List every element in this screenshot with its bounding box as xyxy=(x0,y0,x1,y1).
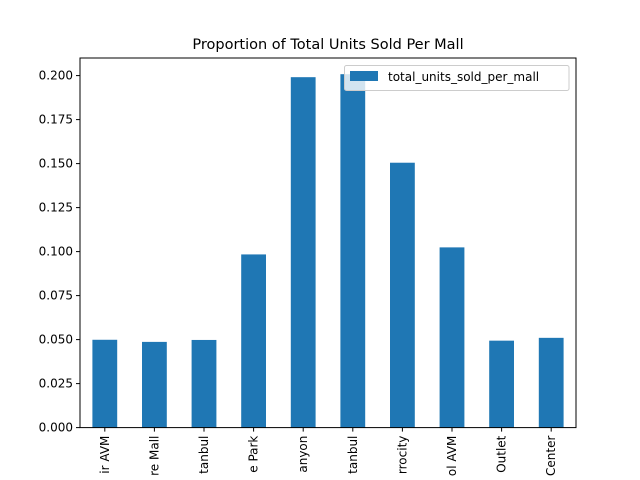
x-tick-label-6: rrocity xyxy=(395,436,409,474)
y-tick-label-5: 0.125 xyxy=(39,201,73,215)
bar-5 xyxy=(290,77,316,428)
x-tick-label-0: ir AVM xyxy=(98,436,112,474)
y-tick-label-2: 0.050 xyxy=(39,333,73,347)
legend: total_units_sold_per_mall xyxy=(344,65,570,91)
x-tick-label-7: ol AVM xyxy=(445,436,459,477)
x-tick-label-8: Outlet xyxy=(495,435,509,472)
legend-box xyxy=(344,65,570,91)
plot-frame xyxy=(79,57,577,429)
bar-6 xyxy=(340,74,366,428)
y-axis: 0.000 0.025 0.050 0.075 0.100 0.125 0.150 0.175… xyxy=(39,69,80,435)
y-tick-label-0: 0.000 xyxy=(39,421,73,435)
bar-8 xyxy=(439,247,465,428)
y-tick-label-7: 0.175 xyxy=(39,113,73,127)
y-tick-label-6: 0.150 xyxy=(39,157,73,171)
bar-4 xyxy=(241,254,266,428)
chart-title: Proportion of Total Units Sold Per Mall xyxy=(192,37,463,53)
x-tick-label-9: Center xyxy=(544,436,558,476)
legend-label-total-units-sold-per-mall: total_units_sold_per_mall xyxy=(388,70,539,84)
bars-layer xyxy=(92,74,564,428)
x-axis: ir AVM re Mall tanbul e Park anyon tanbul rroc… xyxy=(98,427,558,477)
bar-7 xyxy=(390,162,415,428)
y-tick-label-8: 0.200 xyxy=(39,69,73,83)
x-tick-label-2: tanbul xyxy=(197,436,211,474)
x-tick-label-5: tanbul xyxy=(346,436,360,474)
legend-swatch xyxy=(350,71,378,81)
bar-2 xyxy=(142,341,167,428)
y-tick-label-1: 0.025 xyxy=(39,377,73,391)
y-tick-label-3: 0.075 xyxy=(39,289,73,303)
bar-3 xyxy=(191,339,217,428)
x-tick-label-3: e Park xyxy=(247,436,261,473)
x-tick-label-4: anyon xyxy=(296,436,310,473)
bar-10 xyxy=(538,337,564,428)
x-tick-label-1: re Mall xyxy=(147,436,161,476)
bar-9 xyxy=(489,340,514,428)
bar-1 xyxy=(92,339,118,428)
y-tick-label-4: 0.100 xyxy=(39,245,73,259)
